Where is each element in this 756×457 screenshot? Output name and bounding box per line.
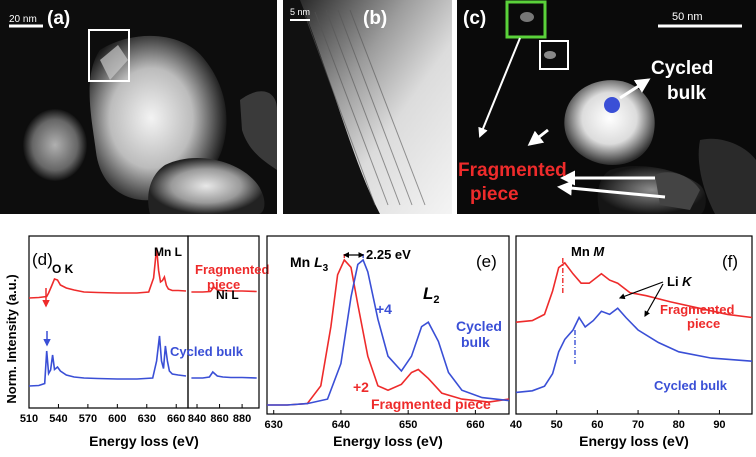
- scale-bar-c: 50 nm: [672, 11, 703, 23]
- chart-e-xtick-630-label: 630: [265, 419, 283, 431]
- chart-e-panel-label: (e): [476, 252, 497, 271]
- chart-d-xtick-570-label: 570: [79, 413, 97, 425]
- chart-f-frag-label-2: piece: [687, 316, 720, 331]
- chart-e-frag-label: Fragmented piece: [371, 396, 491, 412]
- chart-e-series-1: [267, 258, 510, 406]
- annot-fragmented-1: Fragmented: [458, 160, 567, 181]
- chart-e-cycled-label-1: Cycled: [456, 318, 502, 334]
- chart-e-mnl3-label: Mn L3: [290, 254, 329, 274]
- chart-f-cycled-label: Cycled bulk: [654, 378, 728, 393]
- chart-f-lik-label: Li K: [667, 274, 693, 289]
- chart-d-ok-label: O K: [52, 262, 74, 276]
- chart-f-panel-label: (f): [722, 252, 738, 271]
- chart-f: 40 50 60 70 80 90 (f) Mn M Li K Fragmented pi…: [510, 235, 753, 449]
- chart-d-xtick-840-label: 840: [188, 413, 206, 425]
- chart-d-xtick-540-label: 540: [49, 413, 67, 425]
- chart-f-arrow-2: [644, 283, 664, 318]
- chart-d-xtick-630-label: 630: [138, 413, 156, 425]
- chart-d-nil-label: Ni L: [216, 288, 239, 302]
- chart-e-series-0: [267, 258, 510, 406]
- chart-f-xtick-60-label: 60: [591, 419, 603, 431]
- micrograph-a: 20 nm (a): [0, 0, 277, 214]
- panel-label-c: (c): [463, 8, 486, 29]
- annot-fragmented-2: piece: [470, 184, 519, 205]
- chart-e-xtick-640-label: 640: [332, 419, 350, 431]
- panel-label-b: (b): [363, 8, 387, 29]
- chart-f-arrow-1: [618, 281, 664, 300]
- chart-f-mnm-label: Mn M: [571, 244, 605, 259]
- chart-d-frag-label-2: piece: [207, 277, 240, 292]
- chart-d-xtick-510-label: 510: [20, 413, 38, 425]
- chart-f-xtick-80-label: 80: [673, 419, 685, 431]
- scale-bar-b: 5 nm: [290, 7, 310, 17]
- chart-f-series-0: [515, 261, 753, 323]
- chart-d-series-1-seg2: [191, 370, 257, 379]
- chart-d-xtick-860-label: 860: [210, 413, 228, 425]
- chart-e-plus4-label: +4: [376, 301, 392, 317]
- y-axis-label: Norm. Intensity (a.u.): [4, 274, 19, 403]
- chart-e-plus2-label: +2: [353, 379, 369, 395]
- panel-label-a: (a): [47, 8, 70, 29]
- scale-bar-a: 20 nm: [9, 14, 37, 25]
- chart-e-xtick-650-label: 650: [399, 419, 417, 431]
- chart-d-xtick-660-label: 660: [167, 413, 185, 425]
- annot-cycled-1: Cycled: [651, 58, 713, 79]
- chart-e-shift-label: 2.25 eV: [366, 247, 411, 262]
- chart-d-frame-right: [187, 235, 260, 409]
- chart-f-xtick-50-label: 50: [551, 419, 563, 431]
- chart-d-series-0-seg1: [28, 247, 187, 299]
- chart-f-xtick-70-label: 70: [632, 419, 644, 431]
- chart-d-xtick-880-label: 880: [233, 413, 251, 425]
- chart-e: 630 640 650 660 (e) Mn L3 2.25 eV L2 +4 +2 …: [265, 235, 510, 449]
- chart-d-panel-label: (d): [32, 250, 53, 269]
- chart-d-xlabel: Energy loss (eV): [89, 433, 199, 449]
- chart-d-series-1-seg1: [28, 335, 187, 387]
- chart-d-series-0-seg2: [191, 285, 257, 293]
- annot-cycled-2: bulk: [667, 83, 706, 104]
- cycled-bulk-marker: [604, 97, 620, 113]
- chart-d-mnl-label: Mn L: [154, 245, 182, 259]
- micrograph-c: 50 nm (c) Cycled bulk Fragmented piece: [457, 0, 756, 214]
- box-white: [539, 40, 569, 70]
- chart-e-xtick-660-label: 660: [466, 419, 484, 431]
- chart-f-xtick-90-label: 90: [713, 419, 725, 431]
- chart-e-cycled-label-2: bulk: [461, 334, 490, 350]
- box-green: [505, 0, 547, 39]
- chart-e-l2-label: L2: [423, 284, 440, 306]
- zoom-box-a: [88, 29, 130, 82]
- chart-e-frame: [266, 235, 510, 415]
- chart-f-series-1: [515, 307, 753, 394]
- chart-f-frag-label-1: Fragmented: [660, 302, 734, 317]
- chart-e-xlabel: Energy loss (eV): [333, 433, 443, 449]
- chart-f-xlabel: Energy loss (eV): [579, 433, 689, 449]
- chart-f-frame: [515, 235, 753, 415]
- chart-d-cycled-label: Cycled bulk: [170, 344, 244, 359]
- chart-d: 510 540 570 600 630 660 840 860 880 (d) O K Mn L…: [20, 235, 269, 449]
- micrograph-b: 5 nm (b): [283, 0, 452, 214]
- chart-f-xtick-40-label: 40: [510, 419, 522, 431]
- chart-d-xtick-600-label: 600: [108, 413, 126, 425]
- chart-d-frag-label-1: Fragmented: [195, 262, 269, 277]
